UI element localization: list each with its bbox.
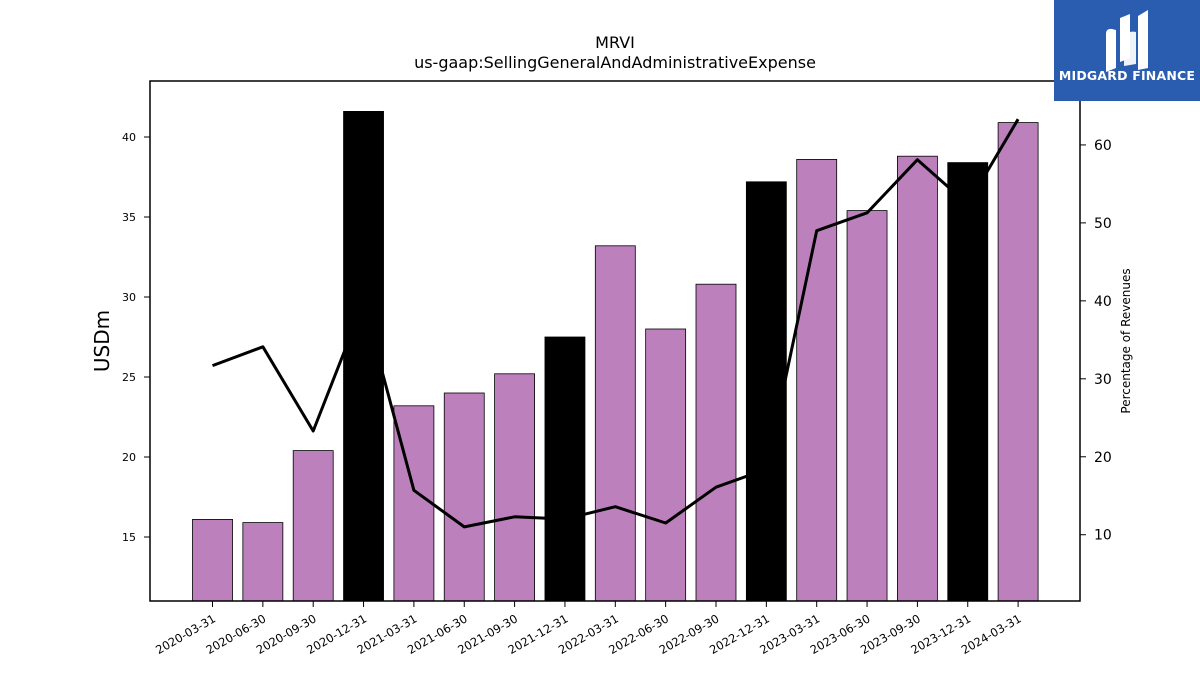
y-tick-label: 20 [122,451,136,464]
y-tick-label: 25 [122,371,136,384]
y-axis-label: USDm [90,310,114,372]
y2-axis-ticks: 10 20 30 40 50 60 [1080,138,1112,544]
brand-name: MIDGARD FINANCE [1058,68,1196,83]
y-tick-label: 30 [122,291,136,304]
percentage-line [211,118,1020,529]
bar-2022-06-30 [645,328,687,602]
y-tick-label: 35 [122,211,136,224]
bars-group [192,111,1039,602]
bar-2021-06-30 [443,392,485,602]
bar-2020-03-31 [192,519,233,602]
bar-2022-09-30 [695,283,737,602]
y2-tick-label: 10 [1094,528,1112,544]
y2-tick-label: 30 [1094,372,1112,388]
bar-2022-03-31 [594,245,636,602]
bar-2020-06-30 [242,522,284,602]
bar-2023-09-30 [897,155,938,602]
y2-axis-label: Percentage of Revenues [1119,268,1133,413]
bar-2020-09-30 [292,450,334,602]
y-axis-ticks: 15 20 25 30 35 40 [122,131,150,544]
bar-2022-12-31 [745,181,787,602]
y2-tick-label: 20 [1094,450,1112,466]
y2-tick-label: 50 [1094,216,1112,232]
y-tick-label: 40 [122,131,136,144]
y-tick-label: 15 [122,531,136,544]
bar-2023-12-31 [947,162,989,602]
y2-tick-label: 40 [1094,294,1112,310]
midgard-logo-icon [1106,10,1148,72]
bar-2021-12-31 [544,336,586,602]
brand-logo: MIDGARD FINANCE [1054,0,1200,101]
bar-2023-06-30 [846,210,888,602]
chart-title: MRVI [595,33,635,52]
bar-2021-09-30 [494,373,536,602]
y2-tick-label: 60 [1094,138,1112,154]
bar-2024-03-31 [997,122,1039,602]
x-axis-ticks: 2020-03-312020-06-302020-09-302020-12-31… [153,601,1024,657]
chart-subtitle: us-gaap:SellingGeneralAndAdministrativeE… [414,53,816,72]
